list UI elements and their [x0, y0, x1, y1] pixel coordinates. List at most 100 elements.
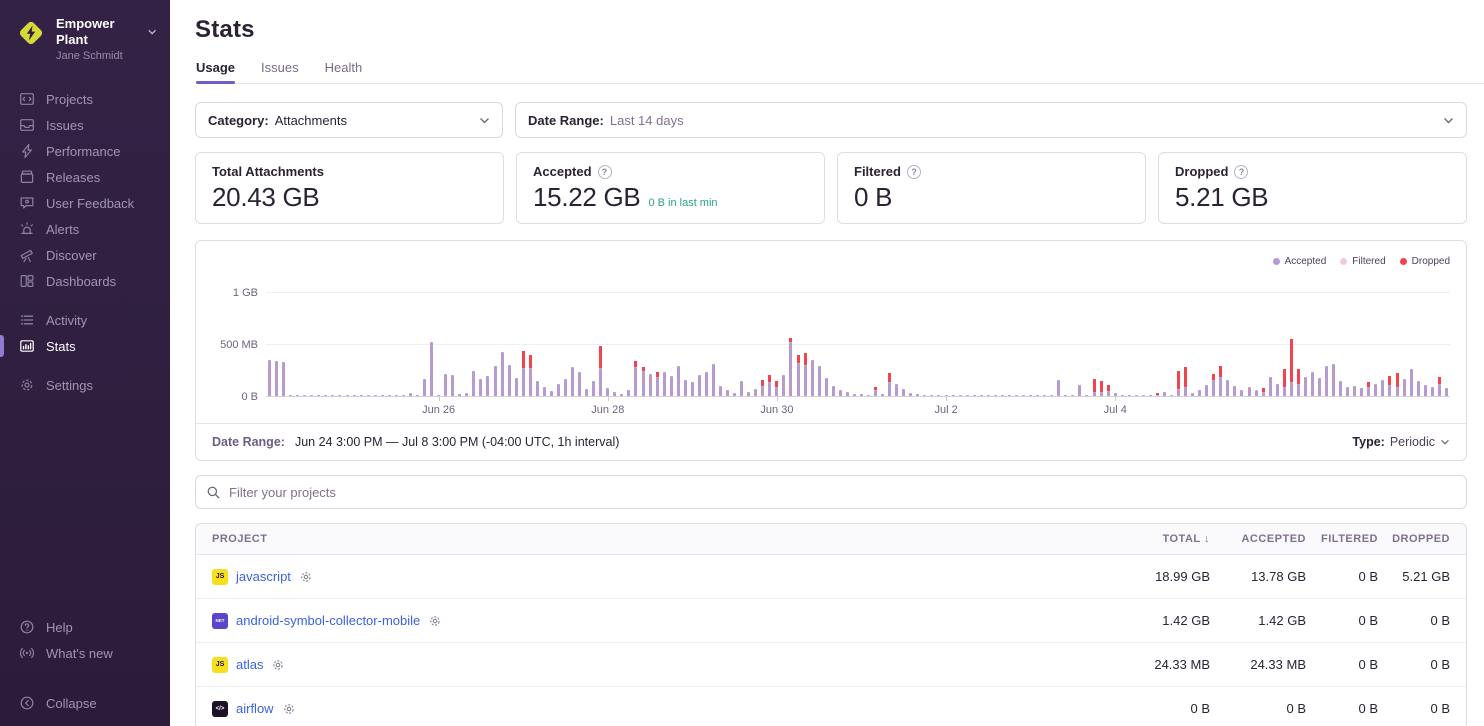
project-filter-input[interactable]	[229, 484, 1456, 500]
project-settings-gear-icon[interactable]	[428, 614, 442, 628]
column-header-total[interactable]: TOTAL ↓	[1162, 533, 1210, 545]
category-label: Category:	[208, 112, 269, 128]
sidebar-item-performance[interactable]: Performance	[0, 138, 170, 164]
sidebar-item-label: Dashboards	[46, 273, 117, 289]
chevron-down-icon	[480, 117, 489, 123]
y-tick-500mb: 500 MB	[220, 339, 258, 351]
tab-usage[interactable]: Usage	[196, 60, 236, 84]
chart-date-range-label: Date Range:	[212, 435, 285, 449]
sidebar-item-issues[interactable]: Issues	[0, 112, 170, 138]
sidebar-item-label: What's new	[46, 645, 113, 661]
sidebar-item-label: Projects	[46, 91, 93, 107]
cell-accepted: 1.42 GB	[1258, 613, 1306, 628]
search-icon	[207, 486, 220, 498]
tab-issues[interactable]: Issues	[261, 60, 299, 75]
legend-item-dropped[interactable]: Dropped	[1399, 255, 1450, 267]
category-select[interactable]: Category: Attachments	[195, 102, 503, 138]
sidebar-item-settings[interactable]: Settings	[0, 372, 170, 398]
column-header-project[interactable]: PROJECT	[212, 533, 268, 545]
sidebar-item-label: Performance	[46, 143, 121, 159]
sidebar-item-stats[interactable]: Stats	[0, 333, 170, 359]
card-label: Total Attachments	[212, 164, 324, 179]
sidebar-item-dashboards[interactable]: Dashboards	[0, 268, 170, 294]
project-link[interactable]: atlas	[236, 657, 264, 672]
sidebar-item-user-feedback[interactable]: User Feedback	[0, 190, 170, 216]
cell-total: 1.42 GB	[1162, 613, 1210, 628]
column-header-dropped[interactable]: DROPPED	[1392, 533, 1450, 545]
activity-icon	[18, 312, 36, 328]
help-icon	[18, 619, 36, 635]
sidebar-item-alerts[interactable]: Alerts	[0, 216, 170, 242]
cell-filtered: 0 B	[1358, 613, 1378, 628]
project-settings-gear-icon[interactable]	[271, 658, 285, 672]
summary-cards: Total Attachments 20.43 GB Accepted ? 15…	[195, 152, 1467, 224]
chart-plot[interactable]	[266, 275, 1450, 401]
cell-filtered: 0 B	[1358, 701, 1378, 716]
help-circle-icon[interactable]: ?	[597, 164, 612, 179]
date-range-select[interactable]: Date Range: Last 14 days	[515, 102, 1467, 138]
main-content: Stats Usage Issues Health Category: Atta…	[170, 0, 1484, 726]
legend-item-accepted[interactable]: Accepted	[1272, 256, 1326, 267]
project-link[interactable]: airflow	[236, 701, 274, 716]
tab-health[interactable]: Health	[324, 60, 363, 75]
platform-icon-code: </>	[212, 700, 228, 717]
cell-total: 18.99 GB	[1155, 569, 1210, 584]
date-range-value: Last 14 days	[609, 112, 684, 128]
cell-accepted: 24.33 MB	[1250, 657, 1306, 672]
sidebar-item-projects[interactable]: Projects	[0, 86, 170, 112]
org-switcher[interactable]: Empower Plant Jane Schmidt	[0, 0, 170, 72]
help-circle-icon[interactable]: ?	[906, 164, 921, 179]
chevron-down-icon	[1441, 439, 1449, 445]
chevron-down-icon	[1444, 117, 1453, 123]
sidebar-item-label: Issues	[46, 117, 84, 133]
sidebar-item-label: Discover	[46, 247, 97, 263]
chart-date-range-value: Jun 24 3:00 PM — Jul 8 3:00 PM (-04:00 U…	[294, 435, 620, 449]
org-text: Empower Plant Jane Schmidt	[56, 16, 156, 62]
legend-label: Filtered	[1352, 255, 1386, 267]
sidebar-item-label: Help	[46, 619, 73, 635]
chart-legend: Accepted Filtered Dropped	[212, 253, 1450, 269]
chart-type-select[interactable]: Type: Periodic	[1352, 435, 1450, 449]
cell-dropped: 0 B	[1430, 701, 1450, 716]
card-label: Filtered	[854, 164, 901, 179]
sort-desc-icon: ↓	[1204, 533, 1210, 545]
column-header-filtered[interactable]: FILTERED	[1321, 533, 1378, 545]
card-label: Dropped	[1175, 164, 1229, 179]
sidebar-item-whats-new[interactable]: What's new	[0, 640, 170, 666]
dashboards-icon	[18, 273, 36, 289]
sidebar-item-help[interactable]: Help	[0, 614, 170, 640]
column-header-accepted[interactable]: ACCEPTED	[1241, 533, 1306, 545]
project-filter	[195, 475, 1467, 509]
legend-dot	[1399, 257, 1407, 265]
help-circle-icon[interactable]: ?	[1234, 164, 1249, 179]
card-filtered: Filtered ? 0 B	[837, 152, 1146, 224]
project-settings-gear-icon[interactable]	[282, 702, 296, 716]
filter-row: Category: Attachments Date Range: Last 1…	[195, 102, 1467, 138]
cell-dropped: 0 B	[1430, 657, 1450, 672]
sidebar-item-releases[interactable]: Releases	[0, 164, 170, 190]
sidebar-item-label: Stats	[46, 338, 76, 354]
legend-label: Dropped	[1411, 255, 1450, 267]
cell-total: 0 B	[1190, 701, 1210, 716]
chevron-down-icon	[148, 29, 156, 35]
cell-accepted: 13.78 GB	[1251, 569, 1306, 584]
page-header: Stats Usage Issues Health	[170, 0, 1484, 84]
date-range-label: Date Range:	[528, 112, 604, 128]
card-total-attachments: Total Attachments 20.43 GB	[195, 152, 504, 224]
sidebar-item-discover[interactable]: Discover	[0, 242, 170, 268]
sidebar-item-label: User Feedback	[46, 195, 135, 211]
chart-y-axis: 1 GB 500 MB 0 B	[212, 275, 258, 403]
platform-icon-javascript: JS	[212, 656, 228, 673]
sidebar-item-activity[interactable]: Activity	[0, 307, 170, 333]
sidebar-collapse-button[interactable]: Collapse	[0, 690, 170, 716]
chart-baseline	[266, 396, 1450, 397]
legend-item-filtered[interactable]: Filtered	[1340, 255, 1386, 267]
project-link[interactable]: javascript	[236, 569, 291, 584]
project-settings-gear-icon[interactable]	[299, 570, 313, 584]
sidebar-nav: Projects Issues Performance Releases Use…	[0, 86, 170, 614]
x-tick-label: Jun 30	[760, 404, 794, 416]
project-link[interactable]: android-symbol-collector-mobile	[236, 613, 421, 628]
collapse-icon	[18, 695, 36, 711]
chart-footer: Date Range: Jun 24 3:00 PM — Jul 8 3:00 …	[196, 423, 1466, 460]
